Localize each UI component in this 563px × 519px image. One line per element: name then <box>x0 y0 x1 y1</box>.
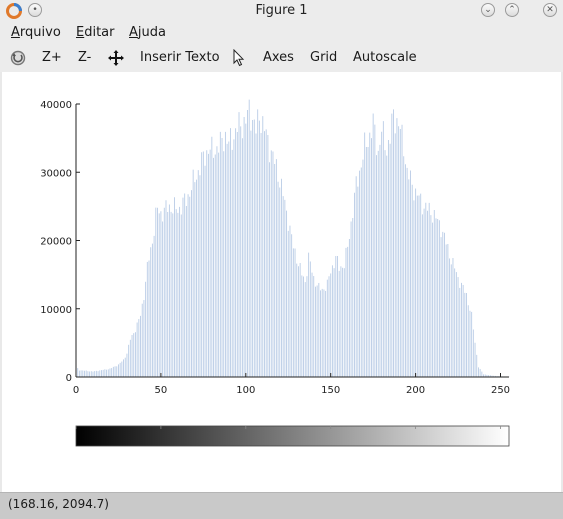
title-bar: • Figure 1 ⌄ ⌃ ✕ <box>0 0 563 22</box>
autoscale-button[interactable]: Autoscale <box>353 50 417 65</box>
cursor-coordinates: (168.16, 2094.7) <box>8 497 109 511</box>
menu-ajuda[interactable]: Ajuda <box>129 25 166 40</box>
x-tick-label: 200 <box>406 385 425 396</box>
grayscale-colorbar <box>75 425 510 447</box>
maximize-button[interactable]: ⌃ <box>505 3 519 17</box>
rotate-icon[interactable] <box>9 49 27 71</box>
toolbar: Z+ Z- Inserir Texto Axes Grid Autoscale <box>0 44 563 72</box>
insert-text-button[interactable]: Inserir Texto <box>140 50 220 65</box>
window-menu-button[interactable]: • <box>28 3 42 17</box>
grid-button[interactable]: Grid <box>310 50 338 65</box>
y-tick-label: 10000 <box>40 305 72 316</box>
chevron-up-icon: ⌃ <box>508 5 516 15</box>
histogram-chart[interactable]: 0 50 100 150 200 250 0 10000 20000 30000 40000 <box>2 72 561 492</box>
zoom-out-button[interactable]: Z- <box>78 50 92 65</box>
octave-logo-icon <box>6 3 22 23</box>
menu-bar: Arquivo Editar Ajuda <box>0 22 563 44</box>
histogram-bars <box>75 99 510 377</box>
x-tick-label: 250 <box>491 385 510 396</box>
dot-icon: • <box>32 5 38 15</box>
y-tick-label: 30000 <box>40 168 72 179</box>
zoom-in-button[interactable]: Z+ <box>42 50 62 65</box>
close-icon: ✕ <box>546 5 554 15</box>
minimize-button[interactable]: ⌄ <box>481 3 495 17</box>
chevron-down-icon: ⌄ <box>484 5 492 15</box>
y-tick-label: 40000 <box>40 100 72 111</box>
y-tick-label: 0 <box>66 373 72 384</box>
pan-icon[interactable] <box>107 49 125 71</box>
y-tick-label: 20000 <box>40 237 72 248</box>
colorbar-gradient <box>75 425 510 447</box>
window-title: Figure 1 <box>255 3 308 18</box>
plot-axes: 0 50 100 150 200 250 0 10000 20000 30000 40000 <box>40 100 510 396</box>
x-tick-label: 150 <box>321 385 340 396</box>
close-button[interactable]: ✕ <box>543 3 557 17</box>
figure-canvas[interactable]: 0 50 100 150 200 250 0 10000 20000 30000 40000 <box>2 72 561 492</box>
x-tick-label: 100 <box>236 385 255 396</box>
menu-editar[interactable]: Editar <box>76 25 115 40</box>
menu-arquivo[interactable]: Arquivo <box>11 25 61 40</box>
x-tick-label: 50 <box>155 385 168 396</box>
status-bar: (168.16, 2094.7) <box>0 492 563 519</box>
pointer-icon[interactable] <box>232 48 246 71</box>
x-tick-label: 0 <box>73 385 79 396</box>
axes-button[interactable]: Axes <box>263 50 294 65</box>
